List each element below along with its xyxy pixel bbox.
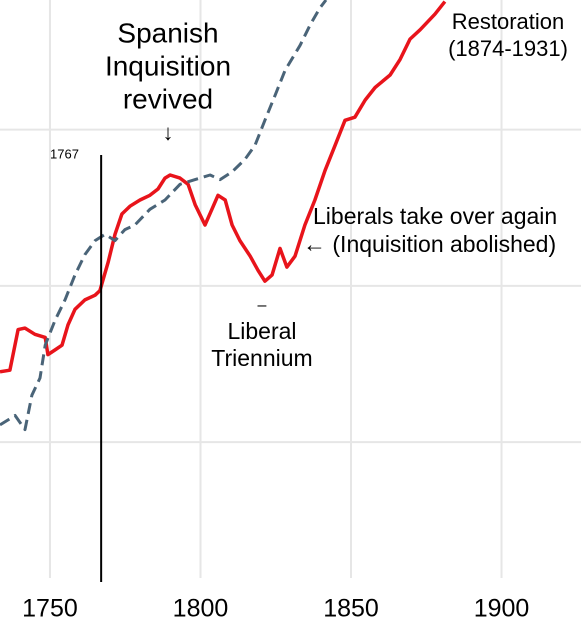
reference-label: 1767	[50, 146, 79, 161]
annotation: Spanish	[117, 17, 218, 48]
x-tick-label: 1800	[173, 595, 229, 623]
annotation: revived	[123, 83, 213, 114]
line-series	[0, 0, 328, 432]
annotation: (1874-1931)	[448, 36, 568, 61]
annotation: ↓	[163, 120, 174, 145]
annotation: Triennium	[211, 345, 312, 371]
line-series	[0, 0, 447, 374]
annotation: –	[258, 297, 267, 314]
annotation: Liberals take over again	[313, 203, 557, 229]
annotation: Liberal	[227, 318, 296, 344]
annotation: Inquisition	[105, 50, 231, 81]
x-tick-label: 1900	[474, 595, 530, 623]
x-tick-label: 1850	[323, 595, 379, 623]
annotation: Restoration	[452, 9, 565, 34]
x-tick-label: 1750	[22, 595, 78, 623]
annotation: ← (Inquisition abolished)	[303, 231, 556, 257]
